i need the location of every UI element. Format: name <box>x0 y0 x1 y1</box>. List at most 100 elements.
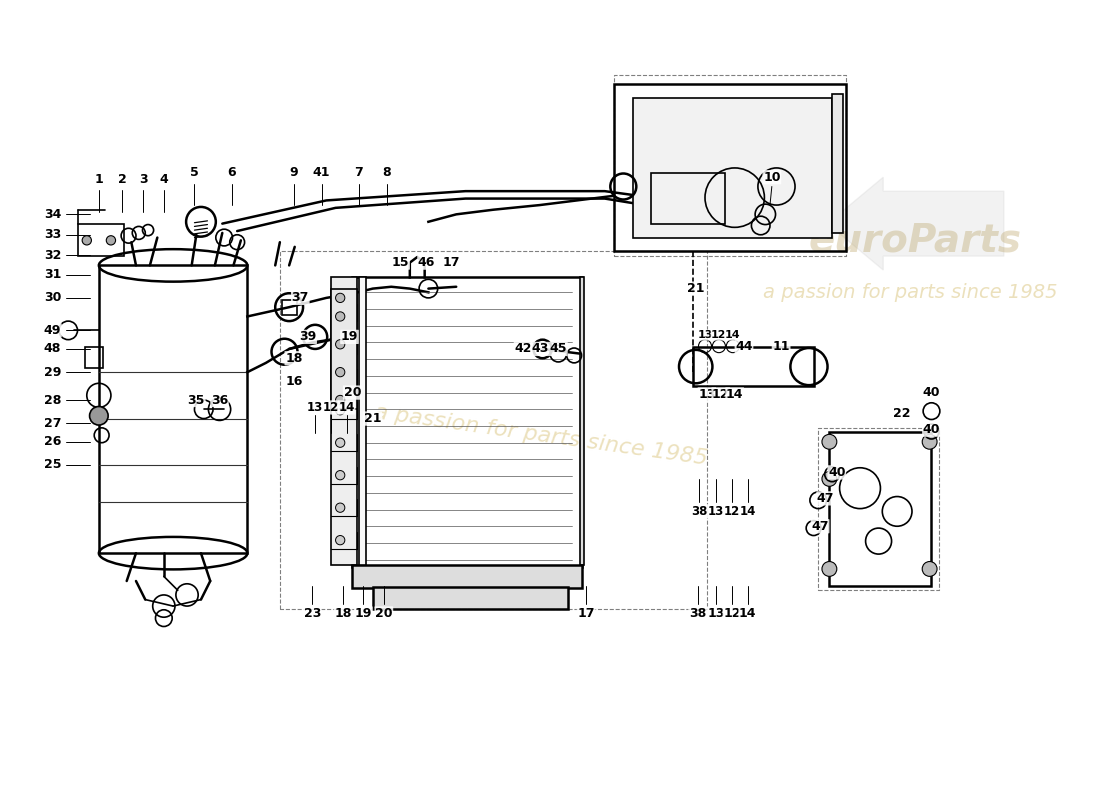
Bar <box>373 586 568 609</box>
Bar <box>331 289 356 410</box>
Text: a passion for parts since 1985: a passion for parts since 1985 <box>373 402 708 469</box>
Bar <box>282 300 297 314</box>
Text: 16: 16 <box>285 375 303 388</box>
Text: 41: 41 <box>312 166 330 179</box>
Text: 18: 18 <box>285 352 303 365</box>
Circle shape <box>336 470 344 480</box>
Circle shape <box>822 434 837 449</box>
Text: 7: 7 <box>354 166 363 179</box>
Bar <box>85 347 103 367</box>
Text: 29: 29 <box>44 366 62 378</box>
Circle shape <box>89 406 108 425</box>
Text: 2: 2 <box>118 173 127 186</box>
Circle shape <box>922 562 937 576</box>
Text: 20: 20 <box>343 386 361 399</box>
Text: 39: 39 <box>299 330 317 343</box>
Text: 30: 30 <box>44 291 62 304</box>
Text: 49: 49 <box>44 324 62 337</box>
Text: 35: 35 <box>188 394 205 406</box>
Text: 47: 47 <box>812 520 829 533</box>
Text: 13: 13 <box>707 607 725 620</box>
Text: 9: 9 <box>289 166 298 179</box>
Circle shape <box>822 471 837 486</box>
Circle shape <box>336 395 344 405</box>
Bar <box>352 566 583 587</box>
Text: 17: 17 <box>443 256 460 269</box>
Text: 46: 46 <box>418 256 436 269</box>
Circle shape <box>336 294 344 302</box>
Text: 1: 1 <box>95 173 103 186</box>
Circle shape <box>336 535 344 545</box>
Text: 26: 26 <box>44 435 62 448</box>
Text: 31: 31 <box>44 268 62 281</box>
FancyArrow shape <box>827 178 1004 270</box>
Circle shape <box>336 341 344 350</box>
Text: 14: 14 <box>739 607 757 620</box>
Text: 40: 40 <box>923 423 940 436</box>
Bar <box>331 278 356 566</box>
Text: 15: 15 <box>392 256 409 269</box>
Text: 14: 14 <box>725 330 740 340</box>
Text: 10: 10 <box>763 170 781 184</box>
Text: 14: 14 <box>739 505 756 518</box>
Text: 12: 12 <box>723 607 740 620</box>
Text: a passion for parts since 1985: a passion for parts since 1985 <box>762 283 1057 302</box>
Text: 44: 44 <box>735 340 752 353</box>
Text: 12: 12 <box>712 330 727 340</box>
Text: 28: 28 <box>44 394 62 406</box>
Text: 21: 21 <box>364 412 382 425</box>
Text: 21: 21 <box>688 282 704 295</box>
Bar <box>77 224 124 256</box>
Text: 13: 13 <box>708 505 724 518</box>
Text: 8: 8 <box>383 166 390 179</box>
Circle shape <box>82 236 91 245</box>
Text: 20: 20 <box>375 607 393 620</box>
Bar <box>693 347 814 386</box>
Circle shape <box>336 312 344 321</box>
Bar <box>632 98 833 238</box>
Text: 12: 12 <box>724 505 740 518</box>
Text: 34: 34 <box>44 208 62 221</box>
Text: 4: 4 <box>160 173 168 186</box>
Text: 18: 18 <box>334 607 352 620</box>
Text: 27: 27 <box>44 417 62 430</box>
Text: 3: 3 <box>139 173 147 186</box>
Text: 36: 36 <box>211 394 228 406</box>
Text: 14: 14 <box>726 388 744 401</box>
Circle shape <box>922 434 937 449</box>
Text: 32: 32 <box>44 249 62 262</box>
Circle shape <box>822 562 837 576</box>
Text: 45: 45 <box>550 342 568 355</box>
Text: 25: 25 <box>44 458 62 471</box>
Text: 37: 37 <box>292 291 309 304</box>
Text: 48: 48 <box>44 342 62 355</box>
Text: 13: 13 <box>307 401 323 414</box>
Circle shape <box>336 308 344 318</box>
Text: euroParts: euroParts <box>808 222 1022 259</box>
Bar <box>614 84 846 251</box>
Bar <box>651 173 725 224</box>
Text: 43: 43 <box>531 342 549 355</box>
Circle shape <box>336 438 344 447</box>
Bar <box>829 433 932 586</box>
Text: 38: 38 <box>689 607 706 620</box>
Circle shape <box>336 367 344 377</box>
Text: 22: 22 <box>893 407 911 421</box>
Bar <box>359 278 366 566</box>
Text: 17: 17 <box>578 607 595 620</box>
Text: 12: 12 <box>712 388 729 401</box>
Circle shape <box>107 236 116 245</box>
Text: 40: 40 <box>828 466 846 479</box>
Text: 6: 6 <box>228 166 235 179</box>
Text: 13: 13 <box>697 330 713 340</box>
Text: 5: 5 <box>190 166 199 179</box>
Circle shape <box>336 373 344 382</box>
Bar <box>352 278 583 567</box>
Text: 13: 13 <box>698 388 715 401</box>
Text: 38: 38 <box>691 505 707 518</box>
Circle shape <box>336 503 344 512</box>
Text: 23: 23 <box>304 607 321 620</box>
Text: 11: 11 <box>772 340 790 353</box>
Bar <box>833 94 844 233</box>
Text: 19: 19 <box>341 330 359 343</box>
